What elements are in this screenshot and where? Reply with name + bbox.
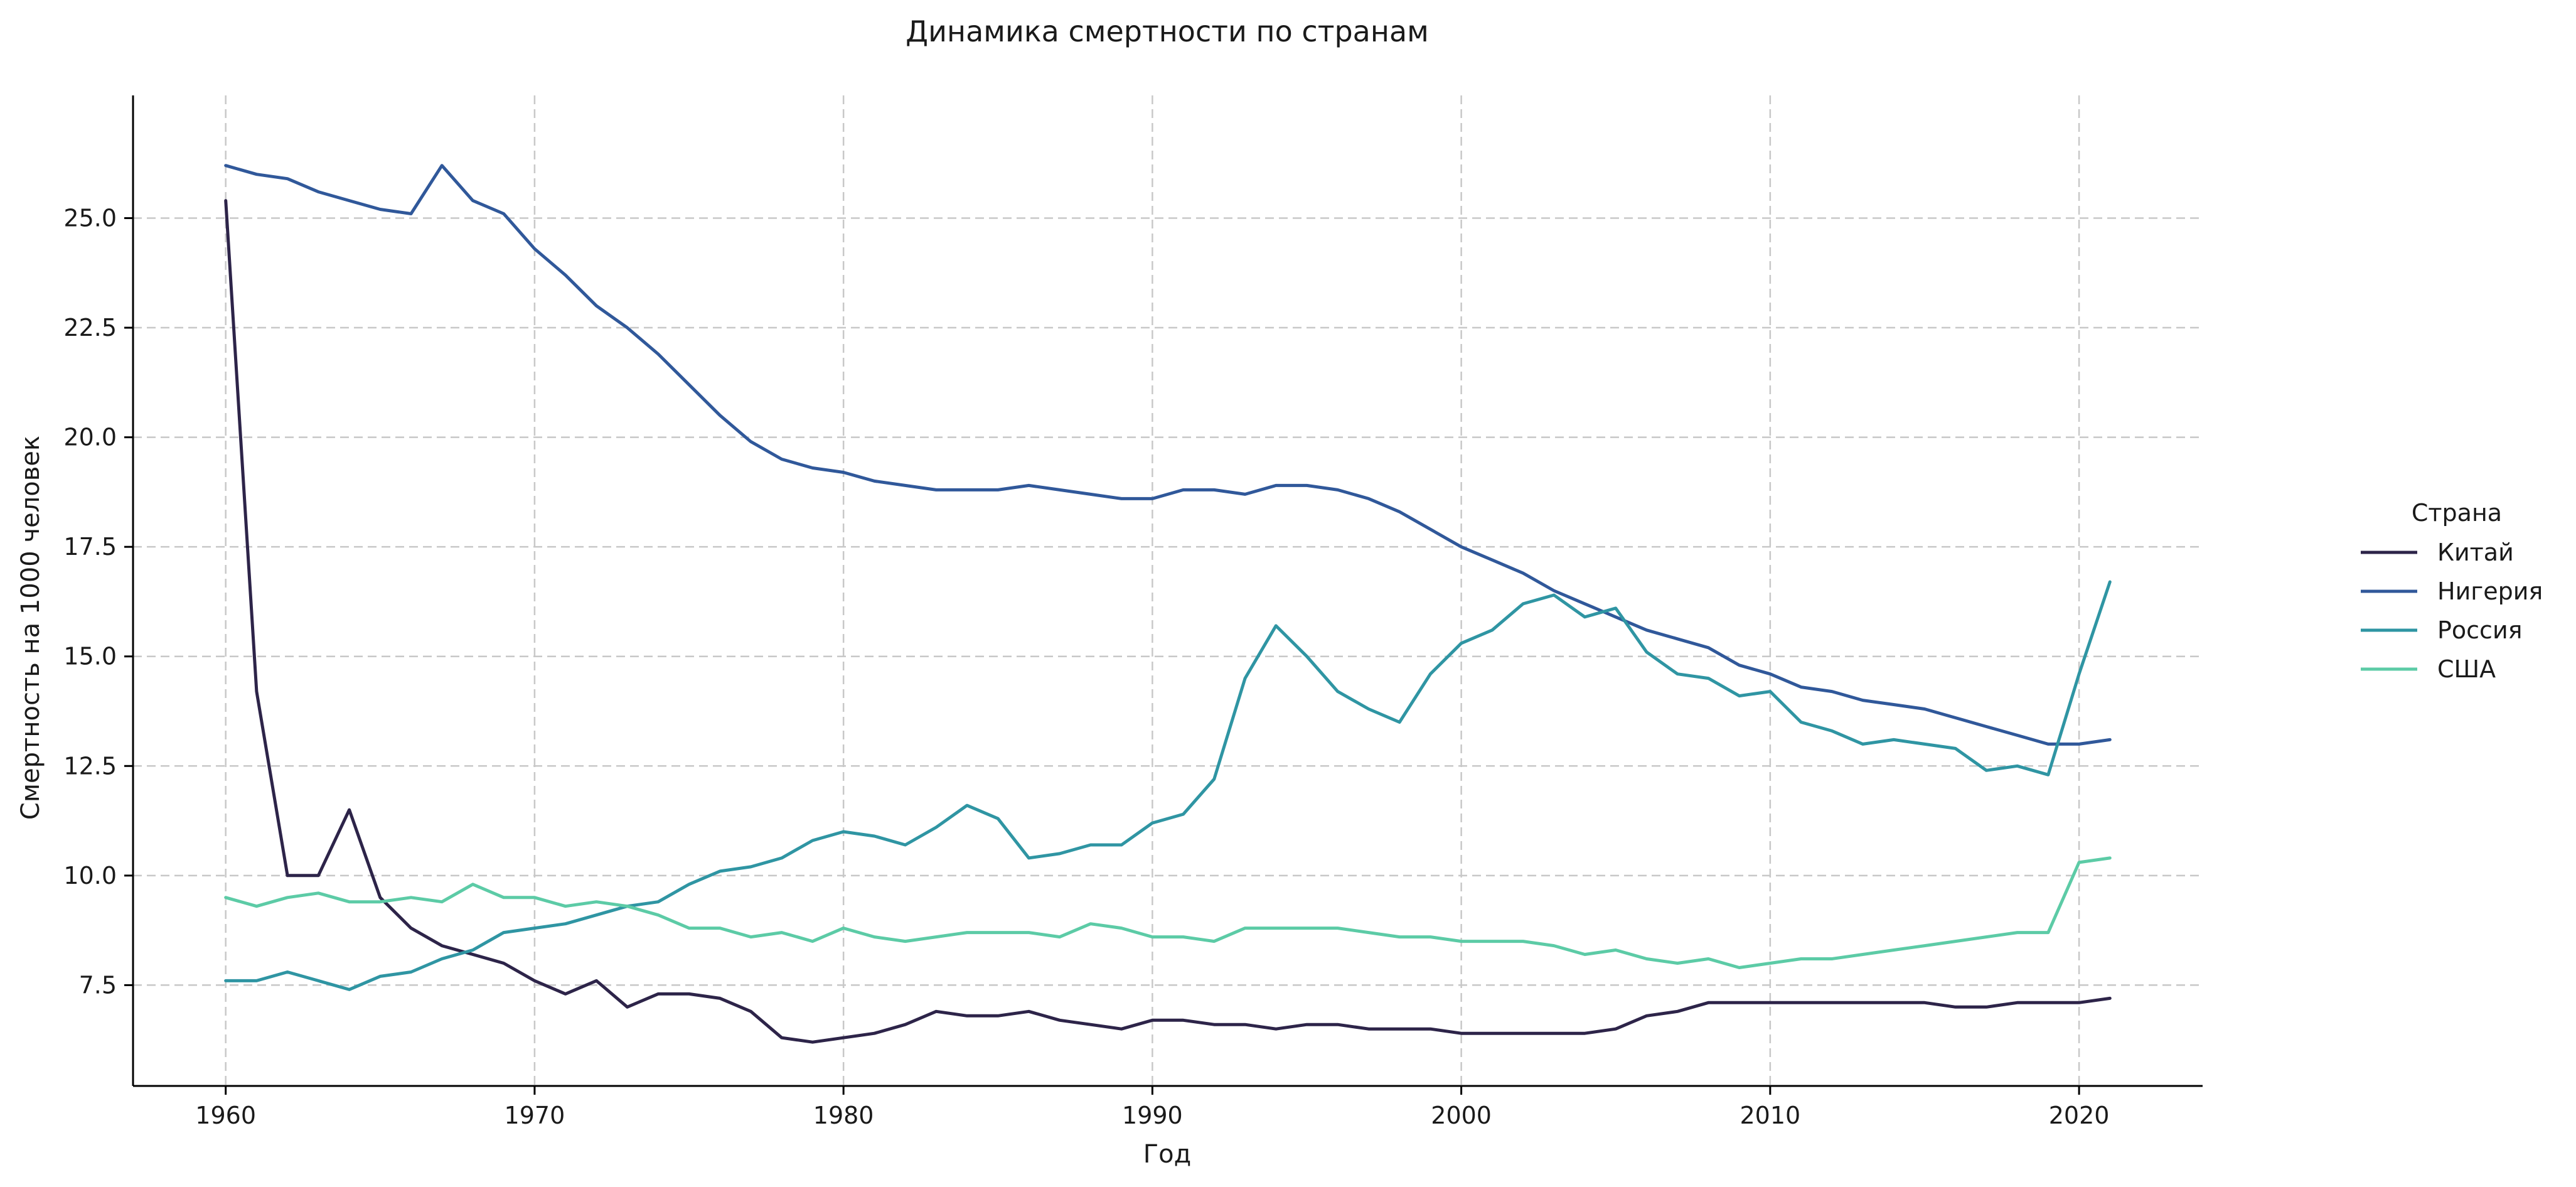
y-tick-label: 20.0 [63,424,117,451]
x-tick-label: 2010 [1740,1102,1801,1129]
legend-label-0: Китай [2437,539,2514,566]
axes [132,95,2203,1087]
x-tick-label: 1970 [505,1102,565,1129]
legend-title: Страна [2412,499,2502,527]
legend: Страна Китай Нигерия Россия США [2361,499,2543,683]
y-axis-ticks: 7.5 10.0 12.5 15.0 17.5 20.0 22.5 25.0 [63,205,133,999]
y-tick-label: 22.5 [63,314,117,341]
x-tick-label: 1990 [1122,1102,1183,1129]
y-tick-label: 25.0 [63,205,117,232]
x-tick-label: 1980 [813,1102,874,1129]
x-tick-label: 2000 [1431,1102,1492,1129]
series-lines [224,164,2112,1044]
legend-label-3: США [2437,655,2496,683]
legend-label-2: Россия [2437,616,2523,644]
legend-items: Китай Нигерия Россия США [2361,539,2543,683]
x-axis-ticks: 1960 1970 1980 1990 2000 2010 2020 [195,1086,2109,1129]
y-tick-label: 17.5 [63,533,117,561]
x-axis-label: Год [1143,1140,1192,1169]
series-line-0 [224,199,2112,1044]
y-axis-label: Смертность на 1000 человек [16,436,45,820]
y-tick-label: 10.0 [63,862,117,889]
series-line-3 [224,856,2112,969]
legend-label-1: Нигерия [2437,577,2543,605]
chart-title: Динамика смертности по странам [906,14,1429,48]
x-tick-label: 2020 [2049,1102,2110,1129]
y-tick-label: 12.5 [63,752,117,780]
series-line-1 [224,164,2112,746]
y-tick-label: 15.0 [63,643,117,670]
series-line-2 [224,580,2112,991]
x-tick-label: 1960 [195,1102,256,1129]
y-tick-label: 7.5 [79,971,117,999]
